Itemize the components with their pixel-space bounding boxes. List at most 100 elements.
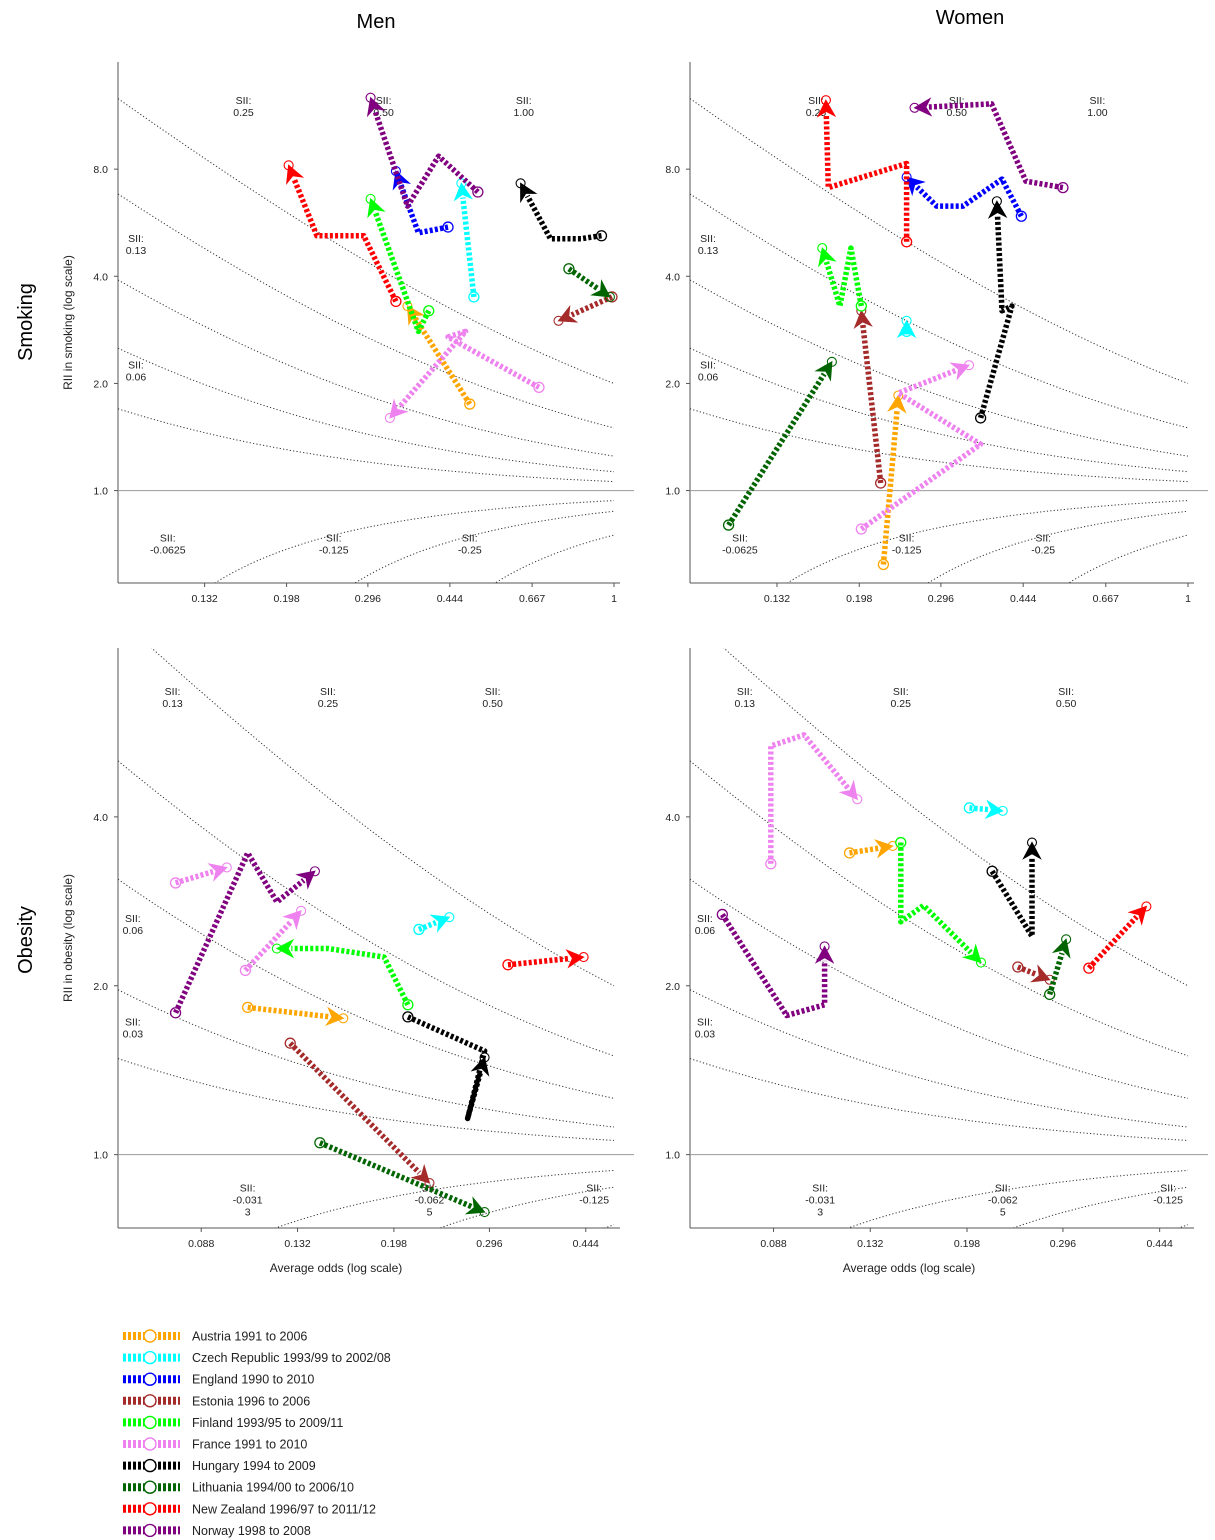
series-path [909,97,1069,194]
x-tick-label: 0.444 [437,593,463,605]
sii-curve [690,408,1188,483]
series-path [895,836,987,968]
legend-label: Finland 1993/95 to 2009/11 [192,1416,343,1430]
series-arrowhead [874,839,894,859]
series-path [271,938,414,1011]
series-path [402,1011,490,1122]
legend-swatch-marker [143,1502,157,1516]
sii-curve [118,193,614,429]
series-arrowhead [961,943,982,964]
panel-smoking-men: SII: 0.25 SII: 0.50 SII: 1.00 SII: 0.13 SII: 0.06… [61,62,634,605]
series-path [390,166,454,236]
series-line [372,110,480,209]
legend-swatch-marker [143,1372,157,1386]
column-title-women: Women [936,7,1005,29]
x-tick-label: 0.296 [1050,1238,1076,1250]
y-tick-label: 2.0 [665,378,680,390]
series-line [915,176,1024,218]
x-tick-label: 0.198 [846,593,872,605]
legend-swatch-marker [143,1458,157,1473]
sii-label: SII: -0.125 [892,532,922,556]
series-line [898,842,973,955]
x-tick-label: 0.132 [857,1238,883,1250]
sii-curve [118,347,614,473]
series-path [765,732,863,870]
series-line [372,211,432,335]
series-start-marker [716,908,728,921]
series-line [174,868,214,886]
series-line [291,177,399,303]
x-tick-label: 0.667 [519,593,545,605]
series-path [384,328,545,423]
series-path [716,908,835,1019]
series-line [1016,964,1038,977]
series-line [460,197,477,298]
series-path [986,837,1042,940]
series-start-marker [242,1001,254,1014]
sii-label: SII: 0.25 [318,686,339,710]
series-line [860,324,884,484]
series-line [928,101,1064,191]
legend-item: Hungary 1994 to 2009 [123,1458,316,1473]
series-line [567,266,600,292]
series-line [412,316,473,406]
legend-item: England 1990 to 2010 [123,1372,314,1387]
x-tick-label: 0.198 [273,593,299,605]
series-start-marker [390,295,402,308]
sii-curve [494,534,614,583]
series-path [314,1137,490,1218]
series-path [402,300,476,410]
x-tick-label: 0.667 [1093,593,1119,605]
series-end-marker [338,1013,349,1024]
series-arrowhead [406,305,425,326]
series-start-marker [855,300,867,312]
series-path [169,850,320,1019]
series-path [283,160,402,308]
series-line [507,955,570,968]
sii-label: SII: 0.50 [373,95,394,119]
series-end-marker [578,952,589,963]
series-end-marker [1026,837,1038,848]
series-end-marker [1044,974,1055,985]
sii-label: SII: 0.06 [123,913,144,937]
series-path [877,390,907,571]
legend-item: New Zealand 1996/97 to 2011/12 [123,1502,376,1516]
series-arrowhead [814,945,835,964]
legend-label: France 1991 to 2010 [192,1438,307,1452]
sii-curve [690,347,1188,473]
sii-curve [354,510,614,583]
series-start-marker [765,858,777,870]
series-start-marker [314,1137,326,1149]
series-end-marker [365,193,376,204]
sii-label: SII:-0.0625 [722,532,758,556]
series-arrowhead [816,99,837,118]
sii-label: SII: 0.06 [695,913,716,937]
sii-label: SII: 1.00 [1087,95,1108,119]
legend-swatch-marker [143,1415,157,1430]
legend-label: Norway 1998 to 2008 [192,1524,311,1538]
sii-label: SII: -0.25 [458,532,482,556]
sii-label: SII: 0.06 [698,360,719,384]
series-line [570,294,614,318]
series-start-marker [502,959,514,971]
y-tick-label: 8.0 [665,164,680,176]
series-path [896,315,917,339]
x-tick-label: 0.444 [1147,1238,1173,1250]
legend-swatch-marker [143,1329,157,1343]
x-tick-label: 0.444 [573,1238,599,1250]
series-end-marker [365,92,376,103]
sii-label: SII: -0.25 [1031,532,1055,556]
sii-label: SII: -0.031 3 [805,1182,835,1218]
series-arrowhead [984,799,1004,820]
series-line [291,945,411,1007]
legend-label: Estonia 1996 to 2006 [192,1394,310,1408]
series-line [989,856,1035,940]
x-tick-label: 0.296 [355,593,381,605]
sii-curve [118,760,614,1057]
sii-curve [690,193,1188,429]
x-axis-label: Average odds (log scale) [843,1261,976,1275]
x-tick-label: 0.296 [476,1238,502,1250]
series-line [823,245,865,309]
series-end-marker [1061,934,1072,945]
sii-curve [786,500,1188,583]
